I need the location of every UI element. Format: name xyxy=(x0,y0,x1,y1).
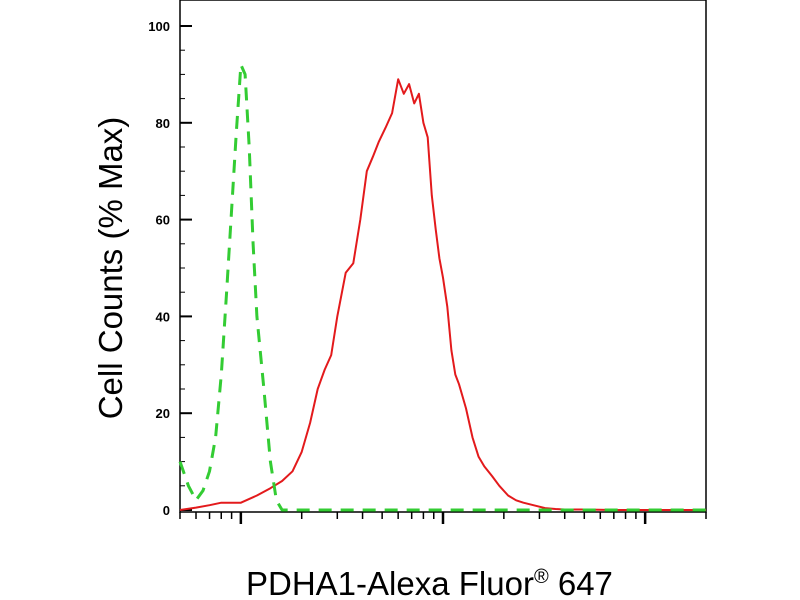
series-line-solid xyxy=(179,78,706,511)
x-axis-title-suffix: 647 xyxy=(549,565,613,600)
y-tick-label: 80 xyxy=(156,116,170,131)
plot-frame xyxy=(179,0,707,513)
y-tick-label: 60 xyxy=(156,213,170,228)
y-axis-title: Cell Counts (% Max) xyxy=(92,117,129,420)
x-axis-title-main: PDHA1-Alexa Fluor xyxy=(246,565,534,600)
y-tick-label: 100 xyxy=(148,19,170,34)
x-axis xyxy=(179,512,707,524)
series-line-dashed xyxy=(178,63,706,512)
y-tick-label: 20 xyxy=(156,406,170,421)
series-layer xyxy=(178,63,706,512)
y-tick-label: 0 xyxy=(163,503,170,518)
y-tick-label: 40 xyxy=(156,309,170,324)
x-axis-title: PDHA1-Alexa Fluor® 647 xyxy=(246,565,613,600)
y-axis: 0 20 40 60 80 100 xyxy=(148,0,707,518)
x-axis-title-superscript: ® xyxy=(534,566,549,588)
